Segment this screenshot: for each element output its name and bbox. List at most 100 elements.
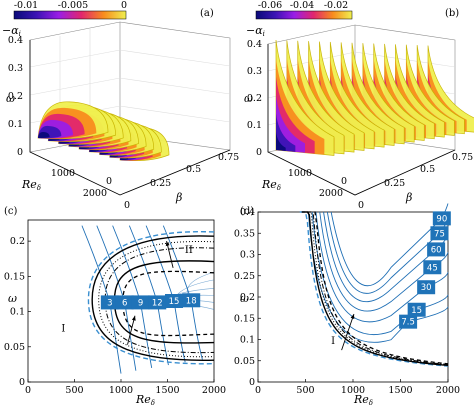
panel-a-zlabel: ω	[6, 92, 15, 105]
panel-b-zlabel: ω	[244, 92, 253, 105]
panel-a-z-tick-1: 0.1	[8, 119, 23, 130]
slice-0-band-4	[276, 113, 296, 152]
c-ytick-label-4: 0.2	[10, 236, 25, 247]
panel-b-axes	[267, 44, 456, 196]
d-ytick-label-4: 0.2	[240, 292, 255, 303]
d-ytick-label-1: 0.05	[234, 356, 255, 367]
d-ytick-label-2: 0.1	[240, 335, 255, 346]
d-arrowhead-0	[350, 314, 355, 319]
d-freq-label-0: 7.5	[401, 318, 415, 328]
panel-d-plot: 0 500 1000 1500 2000 0 0.05 0.1 0.15 0.2 0.25 0.3 0.…	[234, 203, 460, 396]
panel-a-x-tick-2: 0.5	[186, 164, 201, 175]
c-xtick-label-2: 1000	[109, 385, 133, 396]
colorbar-a-tick-0: -0.01	[14, 0, 38, 11]
d-arrow-0	[341, 313, 355, 351]
d-freq-line-6	[330, 211, 443, 287]
c-region-1: II	[185, 245, 193, 256]
panel-a-xlabel: β	[175, 191, 182, 204]
colorbar-b-tick-1: -0.04	[290, 0, 314, 11]
panel-b-ylabel: Reδ	[261, 178, 281, 192]
d-freq-box-5	[430, 226, 449, 241]
panel-d: (d) 0 500 1000 1500 200000.050.10.150.20.250…	[234, 203, 460, 407]
panel-a-x-tick-1: 0.25	[150, 178, 171, 189]
d-ytick-label-5: 0.25	[234, 271, 255, 282]
c-ytick-label-2: 0.1	[10, 307, 25, 318]
d-ytick-label-3: 0.15	[234, 313, 255, 324]
d-freq-box-2	[417, 280, 436, 295]
d-neutral-curve-3	[305, 211, 449, 365]
slice-0-band-5	[276, 131, 286, 151]
panel-b-z-tick-0: 0	[256, 147, 262, 158]
c-freq-label-0: 3	[107, 298, 112, 308]
d-freq-line-4	[323, 211, 437, 302]
panel-c-plot: 0 500 1000 1500 2000 0 0.05 0.1 0.15 0.2 3 6 9 12 15 18…	[4, 219, 226, 396]
colorbar-a	[13, 10, 127, 20]
d-xtick-label-4: 2000	[436, 385, 460, 396]
c-xtick-label-0: 0	[25, 385, 31, 396]
c-ytick-label-0: 0	[19, 377, 25, 388]
panel-c-ylabel: ω	[8, 292, 17, 305]
panel-d-label: (d)	[240, 206, 254, 217]
c-freq-label-4: 15	[169, 297, 180, 307]
c-arrowhead-1	[131, 315, 136, 321]
d-freq-label-4: 60	[431, 245, 442, 255]
panel-a-z-tick-4: 0.4	[8, 35, 23, 46]
d-freq-label-1: 15	[411, 306, 422, 316]
d-freq-box-4	[427, 242, 446, 257]
d-ytick-label-7: 0.35	[234, 228, 255, 239]
panel-a-y-tick-0: 0	[106, 176, 112, 187]
d-region-0: I	[331, 336, 335, 347]
slice-0	[275, 39, 335, 156]
colorbar-b-label: −αi	[246, 24, 265, 38]
c-neutral-curve-1	[91, 235, 215, 361]
c-freq-box-1	[115, 295, 134, 310]
panel-a: −αi -0.01 -0.005 0 (a) 0 0.1 0.2 0.3 0.4…	[2, 0, 239, 211]
d-freq-box-0	[399, 314, 418, 329]
panel-c: (c) 0 500 1000 1500 2000 0 0.05 0.1 0.15 0.2 3 6 9 12…	[4, 206, 226, 407]
panel-b-x-tick-2: 0.5	[420, 164, 435, 175]
d-freq-line-3	[319, 211, 433, 312]
d-ytick-label-0: 0	[249, 377, 255, 388]
panel-b-x-tick-3: 0.75	[452, 152, 473, 163]
panel-a-z-tick-2: 0.2	[8, 91, 23, 102]
c-freq-box-0	[100, 295, 119, 310]
panel-a-x-tick-0: 0	[124, 200, 130, 211]
panel-a-y-tick-1: 1000	[51, 168, 75, 179]
d-freq-box-1	[407, 302, 426, 317]
d-freq-label-5: 75	[434, 229, 445, 239]
d-freq-box-3	[423, 260, 442, 275]
panel-a-slices	[37, 101, 170, 162]
d-freq-box-6	[432, 211, 451, 226]
c-freq-box-2	[131, 295, 150, 310]
panel-b-y-tick-0: 0	[341, 176, 347, 187]
c-region-0: I	[61, 323, 65, 334]
panel-b-x-tick-0: 0	[358, 200, 364, 211]
slice-0	[37, 101, 109, 140]
c-freq-box-3	[148, 295, 167, 310]
c-xtick-label-4: 2000	[202, 385, 226, 396]
panel-b-y-tick-1: 1000	[288, 168, 312, 179]
c-neutral-curve-3	[104, 247, 215, 354]
d-neutral-curve-1	[301, 211, 449, 367]
panel-d-ylabel: ω	[240, 292, 249, 305]
d-neutral-curve-0	[299, 211, 449, 367]
panel-b-z-tick-4: 0.4	[247, 39, 262, 50]
panel-b-z-tick-1: 0.1	[247, 120, 262, 131]
colorbar-b-tick-0: -0.06	[258, 0, 282, 11]
colorbar-a-label: −αi	[2, 24, 21, 38]
c-freq-label-1: 6	[122, 298, 127, 308]
c-freq-label-3: 12	[152, 298, 163, 308]
c-freq-label-2: 9	[138, 298, 143, 308]
d-neutral-curve-2	[303, 211, 449, 366]
panel-a-label: (a)	[200, 8, 214, 19]
panel-c-label: (c)	[4, 206, 18, 217]
panel-b-y-tick-2: 2000	[319, 188, 343, 199]
panel-a-ylabel: Reδ	[21, 178, 41, 192]
d-freq-line-5	[326, 211, 440, 294]
c-arrowhead-0	[165, 241, 170, 247]
panel-b-x-tick-1: 0.25	[384, 178, 405, 189]
c-freq-line-5	[162, 225, 203, 360]
d-neutral-curve-4	[307, 211, 449, 365]
d-ytick-label-8: 0.4	[240, 207, 255, 218]
